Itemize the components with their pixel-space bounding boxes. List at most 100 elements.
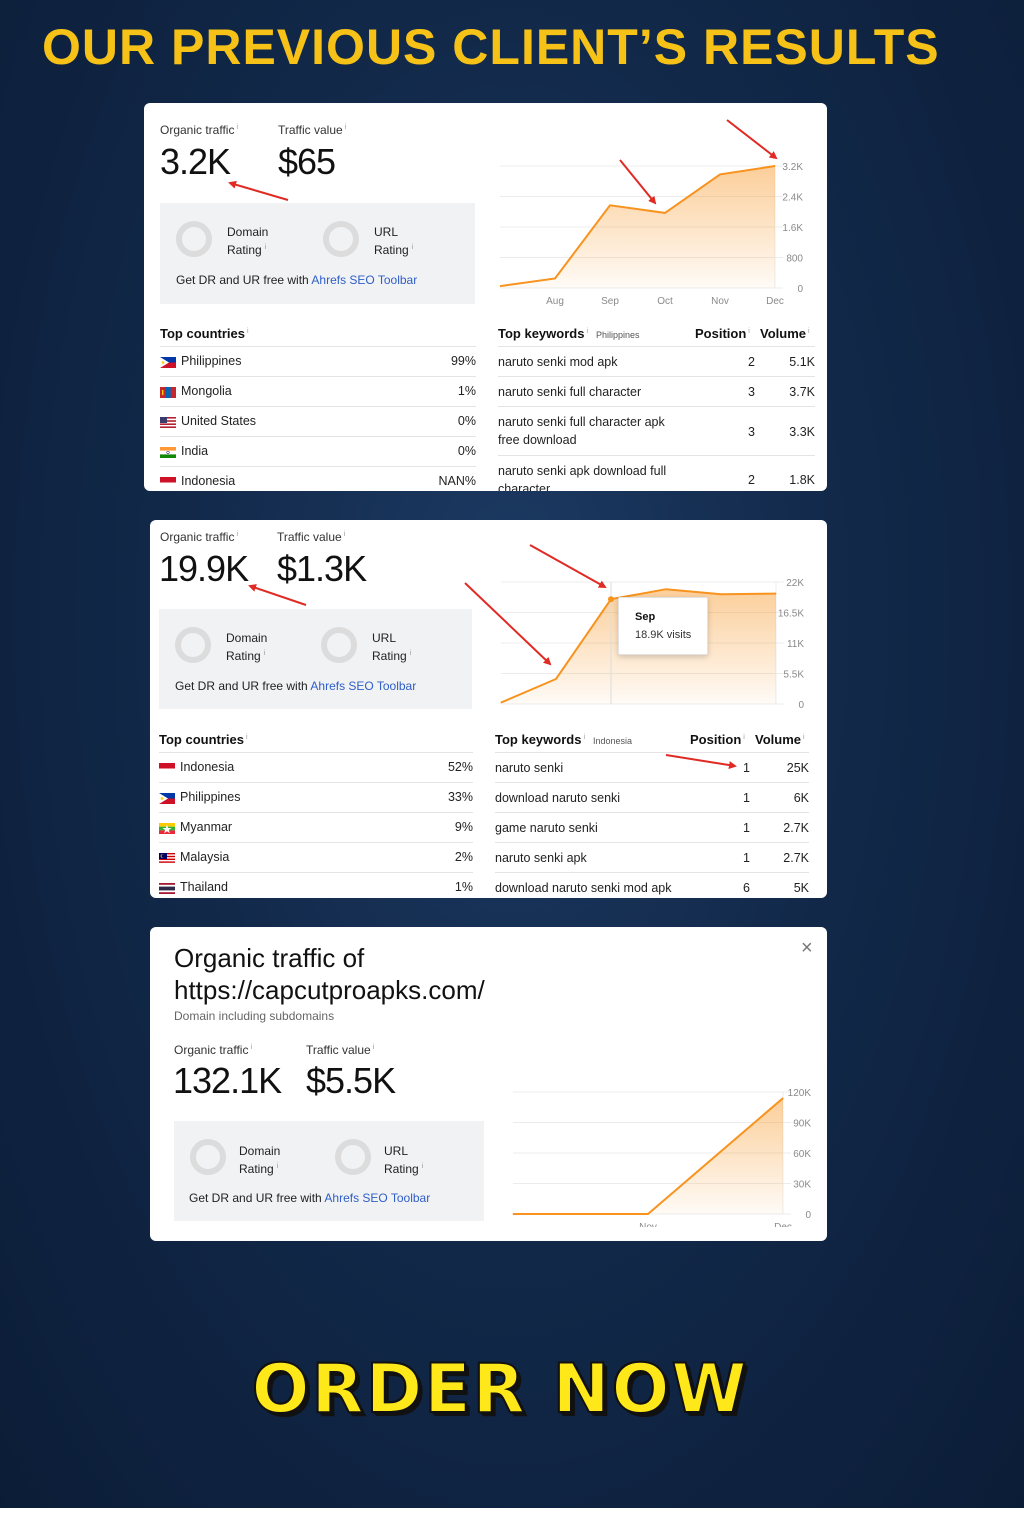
country-share: 2% xyxy=(454,850,473,864)
country-name: Malaysia xyxy=(180,850,230,864)
traffic-value-amount: $5.5K xyxy=(306,1060,396,1101)
x-tick-label: Sep xyxy=(601,296,619,307)
data-point xyxy=(512,1213,514,1215)
rating-box: Domain Rating i URL Rating i Get DR and UR f… xyxy=(160,203,475,304)
position-header: Position i xyxy=(695,326,750,341)
keyword-text[interactable]: game naruto senki xyxy=(495,821,598,835)
keyword-position: 1 xyxy=(743,851,750,865)
traffic-value-label: Traffic value i xyxy=(306,1043,375,1057)
url-rating-ring-icon xyxy=(335,1139,371,1175)
data-point xyxy=(500,702,502,704)
flag-mm-icon xyxy=(159,823,175,834)
volume-header: Volume i xyxy=(755,732,805,747)
country-share: 9% xyxy=(454,820,473,834)
keyword-volume: 3.7K xyxy=(789,385,815,399)
y-tick-label: 90K xyxy=(793,1119,811,1130)
keyword-text[interactable]: naruto senki mod apk xyxy=(498,355,618,369)
data-point xyxy=(500,285,501,287)
y-tick-label: 16.5K xyxy=(778,609,804,620)
keyword-row: game naruto senki 1 2.7K xyxy=(495,812,809,843)
country-row: Thailand 1% xyxy=(159,872,473,898)
volume-header: Volume i xyxy=(760,326,810,341)
toolbar-promo: Get DR and UR free with Ahrefs SEO Toolb… xyxy=(176,273,418,287)
url-rating-label: URL Rating i xyxy=(372,631,412,663)
y-tick-label: 1.6K xyxy=(782,223,803,234)
keyword-text[interactable]: naruto senki apk xyxy=(495,851,587,865)
data-point xyxy=(774,165,776,167)
keyword-volume: 5K xyxy=(793,881,809,895)
keyword-text[interactable]: naruto senki apk download full character xyxy=(498,464,667,491)
keyword-row: naruto senki full character 3 3.7K xyxy=(498,376,815,407)
data-point xyxy=(647,1213,649,1215)
keyword-text[interactable]: download naruto senki xyxy=(495,791,621,805)
flag-mn-icon xyxy=(160,387,176,398)
area-fill xyxy=(513,1098,783,1214)
traffic-chart: 3.2K 2.4K 1.6K 800 0 Aug Sep Oct Nov Dec xyxy=(500,162,803,307)
y-tick-label: 0 xyxy=(798,700,804,711)
rating-box: Domain Rating i URL Rating i Get DR and UR f… xyxy=(159,609,472,709)
x-tick-label: Nov xyxy=(711,296,729,307)
country-row: India 0% xyxy=(160,436,476,467)
organic-traffic-value: 3.2K xyxy=(160,141,231,182)
keyword-row: download naruto senki 1 6K xyxy=(495,782,809,813)
top-countries-header: Top countries i xyxy=(159,732,248,747)
keyword-row: naruto senki apk download full character 2… xyxy=(498,455,815,491)
toolbar-promo: Get DR and UR free with Ahrefs SEO Toolb… xyxy=(175,679,417,693)
keyword-volume: 6K xyxy=(793,791,809,805)
y-tick-label: 11K xyxy=(787,639,804,650)
series-line xyxy=(500,588,777,704)
close-icon[interactable]: × xyxy=(801,937,813,959)
data-point xyxy=(775,593,777,595)
country-name: Philippines xyxy=(181,354,242,368)
country-share: 0% xyxy=(457,444,476,458)
url-rating-label: URL Rating i xyxy=(374,225,414,257)
keyword-row: download naruto senki mod apk 6 5K xyxy=(495,872,809,898)
keyword-text[interactable]: naruto senki xyxy=(495,761,564,775)
y-tick-label: 2.4K xyxy=(782,193,803,204)
traffic-card-3: × Organic traffic of https://capcutproapk… xyxy=(150,927,827,1241)
ahrefs-toolbar-link[interactable]: Ahrefs SEO Toolbar xyxy=(324,1191,431,1205)
keyword-position: 1 xyxy=(743,791,750,805)
traffic-chart: 120K 90K 60K 30K 0 Nov Dec xyxy=(512,1088,811,1227)
data-point xyxy=(665,588,667,590)
keyword-volume: 2.7K xyxy=(783,851,809,865)
url-rating-ring-icon xyxy=(321,627,357,663)
country-share: 1% xyxy=(457,384,476,398)
url-rating-label: URL Rating i xyxy=(384,1144,424,1176)
country-share: 52% xyxy=(447,760,473,774)
flag-ph-icon xyxy=(159,793,175,804)
keyword-text[interactable]: naruto senki full character apk free down… xyxy=(498,415,665,447)
traffic-value-label: Traffic value i xyxy=(278,123,347,137)
area-fill xyxy=(500,166,775,288)
ahrefs-toolbar-link[interactable]: Ahrefs SEO Toolbar xyxy=(311,273,418,287)
order-now-button[interactable]: ORDER NOW xyxy=(251,1349,749,1430)
keyword-volume: 2.7K xyxy=(783,821,809,835)
keyword-volume: 3.3K xyxy=(789,425,815,439)
country-name: Philippines xyxy=(180,790,241,804)
panel-title: Organic traffic of https://capcutproapks.… xyxy=(174,943,485,1005)
keyword-position: 1 xyxy=(743,821,750,835)
data-point xyxy=(554,277,556,279)
country-row: United States 0% xyxy=(160,406,476,437)
domain-rating-label: Domain Rating i xyxy=(227,225,269,257)
country-name: United States xyxy=(181,414,257,428)
country-row: Mongolia 1% xyxy=(160,376,476,407)
keyword-text[interactable]: naruto senki full character xyxy=(498,385,642,399)
toolbar-promo: Get DR and UR free with Ahrefs SEO Toolb… xyxy=(189,1191,431,1205)
top-keywords-header: Top keywords i Indonesia xyxy=(495,732,633,747)
y-tick-label: 0 xyxy=(805,1210,811,1221)
country-name: Myanmar xyxy=(180,820,233,834)
country-share: 33% xyxy=(447,790,473,804)
flag-id-icon xyxy=(159,763,175,774)
country-name: Indonesia xyxy=(181,474,236,488)
top-keywords-header: Top keywords i Philippines xyxy=(498,326,640,341)
keyword-volume: 1.8K xyxy=(789,473,815,487)
panel-subtitle: Domain including subdomains xyxy=(174,1009,335,1023)
country-row: Philippines 33% xyxy=(159,782,473,813)
ahrefs-toolbar-link[interactable]: Ahrefs SEO Toolbar xyxy=(310,679,417,693)
keyword-position: 3 xyxy=(748,425,755,439)
country-name: Mongolia xyxy=(181,384,232,398)
y-tick-label: 3.2K xyxy=(782,162,803,173)
country-name: Thailand xyxy=(180,880,228,894)
keyword-text[interactable]: download naruto senki mod apk xyxy=(495,881,672,895)
